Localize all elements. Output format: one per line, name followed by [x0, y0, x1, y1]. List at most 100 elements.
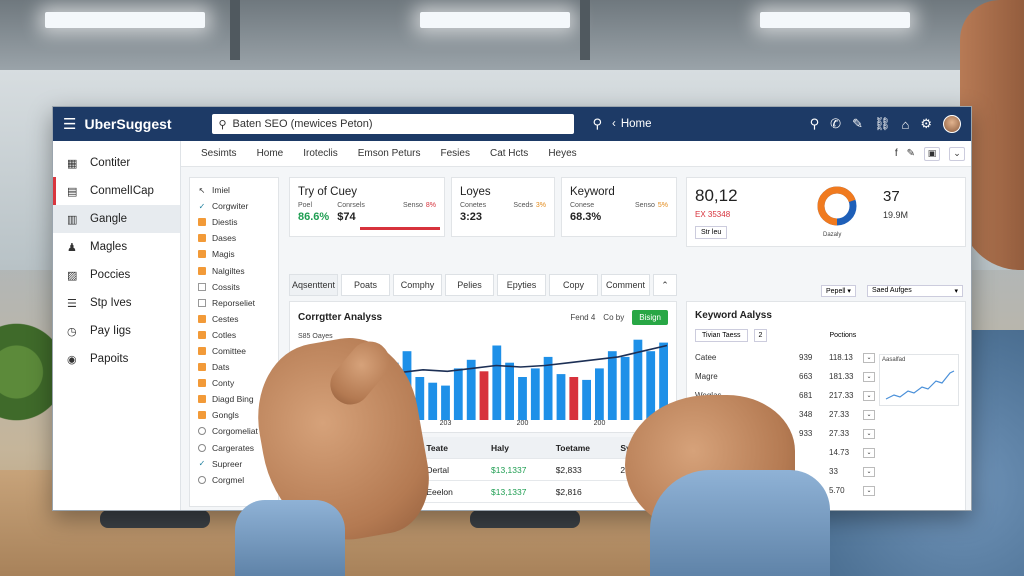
search-box[interactable]: ⚲ Baten SEO (mewices Peton) [212, 114, 575, 134]
search-icon[interactable]: ⚲ [592, 116, 602, 131]
keyword-cell: 118.13 [829, 353, 853, 362]
radio-icon [198, 443, 206, 452]
table-cell: $13,1337 [483, 509, 548, 511]
table-row[interactable]: Comerlas$13,1337$3,811Sanst [289, 503, 677, 511]
tab[interactable]: Comphy [393, 274, 442, 296]
notification-icon[interactable]: ⌂ [901, 116, 910, 132]
filter-header-label: Imiel [212, 185, 230, 196]
keyword-cell: Magre [695, 372, 718, 381]
filter-select-1[interactable]: Pepell ▾ [821, 285, 856, 297]
edit-icon[interactable]: ✎ [852, 116, 863, 131]
keyword-row[interactable]: 14.73 ⌄ [687, 443, 965, 462]
keyword-chip[interactable]: Tivian Taess [695, 329, 748, 342]
sidebar-item-magles[interactable]: ♟ Magles [53, 233, 180, 261]
filter-list-item[interactable]: Nalgiltes [190, 262, 278, 278]
keyword-chip[interactable]: 2 [753, 329, 768, 342]
keyword-row[interactable]: Magre 663 181.33 ⌄ [687, 367, 965, 386]
sidebar-item-pay-iigs[interactable]: ◷ Pay Iigs [53, 317, 180, 345]
filter-list-item[interactable]: Comittee [190, 343, 278, 359]
chevron-down-icon[interactable]: ⌄ [863, 352, 875, 363]
filter-item-label: Diestis [212, 217, 238, 228]
filter-list-item[interactable]: Conty [190, 375, 278, 391]
stat-card-try: Try of Cuey Poel 86.6% Conrsels $74 Senso 8… [289, 177, 445, 237]
nav-item[interactable]: Home [256, 148, 284, 159]
chevron-down-icon[interactable]: ⌄ [863, 466, 875, 477]
filter-list-item[interactable]: Corgmel [190, 472, 278, 488]
radio-icon [198, 427, 206, 436]
keyword-row[interactable]: 5.70 ⌄ [687, 481, 965, 500]
filter-list-item[interactable]: Cossits [190, 279, 278, 295]
tab[interactable]: Copy [549, 274, 598, 296]
chart-bar [633, 339, 643, 420]
search-icon[interactable]: ⚲ [809, 116, 820, 131]
table-cell: Sanst [612, 509, 677, 511]
tab[interactable]: Poats [341, 274, 390, 296]
filter-select-2[interactable]: Saed Aufges ▾ [867, 285, 963, 297]
chevron-down-icon[interactable]: ⌄ [863, 409, 875, 420]
chevron-down-icon[interactable]: ⌄ [863, 485, 875, 496]
edit-icon[interactable]: ✎ [906, 148, 915, 159]
table-header-cell[interactable]: Teate [426, 442, 448, 453]
nav-item[interactable]: Fesies [440, 148, 470, 159]
chart-bar [620, 356, 630, 420]
keyword-cell: 181.33 [829, 372, 854, 381]
card-title: Loyes [460, 186, 491, 198]
keyword-cell: 217.33 [829, 391, 854, 400]
home-link[interactable]: ‹ Home [612, 118, 652, 130]
nav-item[interactable]: Emson Peturs [357, 148, 421, 159]
keyword-row[interactable]: 33 ⌄ [687, 462, 965, 481]
filter-list-item[interactable]: Reporseliet [190, 295, 278, 311]
facebook-icon[interactable]: f [894, 148, 898, 159]
filter-item-label: Magis [212, 249, 235, 260]
tab[interactable]: Epyties [497, 274, 546, 296]
tab[interactable]: Pelies [445, 274, 494, 296]
sidebar-item-gangle[interactable]: ▥ Gangle [53, 205, 180, 233]
search-input[interactable]: Baten SEO (mewices Peton) [232, 118, 373, 130]
chart-option[interactable]: Fend 4 [570, 313, 596, 322]
summary-button[interactable]: Str leu [695, 226, 728, 239]
filter-list-item[interactable]: Dases [190, 230, 278, 246]
filter-list-item[interactable]: Cargerates [190, 440, 278, 456]
filter-list-item[interactable]: Magis [190, 246, 278, 262]
sidebar-item-poccies[interactable]: ▨ Poccies [53, 261, 180, 289]
filter-list-item[interactable]: Gongls [190, 407, 278, 423]
sidebar-item-conmelicap[interactable]: ▤ ConmelICap [53, 177, 180, 205]
filter-list-item[interactable]: Cestes [190, 311, 278, 327]
keyword-row[interactable]: Catee 939 118.13 ⌄ [687, 348, 965, 367]
nav-item[interactable]: Heyes [548, 148, 577, 159]
nav-item[interactable]: Sesimts [201, 148, 237, 159]
sidebar-item-stp-ives[interactable]: ☰ Stp Ives [53, 289, 180, 317]
filter-list-item[interactable]: Diagd Bing [190, 391, 278, 407]
sidebar-item-papoits[interactable]: ◉ Papoits [53, 345, 180, 373]
chevron-down-icon[interactable]: ⌄ [863, 428, 875, 439]
chart-action-button[interactable]: Bisign [632, 310, 668, 325]
summary-sub-2: 19.9M [883, 210, 909, 220]
chart-option[interactable]: Co by [603, 313, 625, 322]
chevron-down-icon[interactable]: ⌄ [863, 371, 875, 382]
nav-item[interactable]: Cat Hcts [489, 148, 529, 159]
tab[interactable]: Comment [601, 274, 650, 296]
avatar[interactable] [943, 115, 961, 133]
chevron-down-icon[interactable]: ⌄ [863, 447, 875, 458]
table-header-cell[interactable]: Toetame [555, 442, 591, 453]
print-icon[interactable]: ▣ [924, 146, 940, 161]
filter-list-item[interactable]: Corgomeliat [190, 423, 278, 439]
filter-list-item[interactable]: ✓ Supreer [190, 456, 278, 472]
table-header-cell[interactable]: Haly [491, 442, 509, 453]
link-icon[interactable]: ⛓ [873, 116, 891, 131]
phone-icon[interactable]: ✆ [830, 116, 842, 131]
nav-item[interactable]: Iroteclis [303, 148, 338, 159]
filter-item-label: Dases [212, 233, 237, 244]
donut-slice [817, 186, 857, 226]
chevron-down-icon[interactable]: ⌄ [863, 390, 875, 401]
filter-list-item[interactable]: Diestis [190, 214, 278, 230]
filter-list-item[interactable]: Dats [190, 359, 278, 375]
menu-icon[interactable]: ☰ [63, 116, 77, 133]
sidebar-item-contiter[interactable]: ▦ Contiter [53, 149, 180, 177]
filter-list-item[interactable]: ✓ Corgwiter [190, 198, 278, 214]
chevron-down-icon[interactable]: ⌄ [949, 146, 965, 161]
settings-icon[interactable]: ⚙ [920, 116, 932, 131]
tab[interactable]: Aqsenttent [289, 274, 338, 296]
filter-list-item[interactable]: Cotles [190, 327, 278, 343]
chevron-up-icon[interactable]: ⌃ [653, 274, 677, 296]
